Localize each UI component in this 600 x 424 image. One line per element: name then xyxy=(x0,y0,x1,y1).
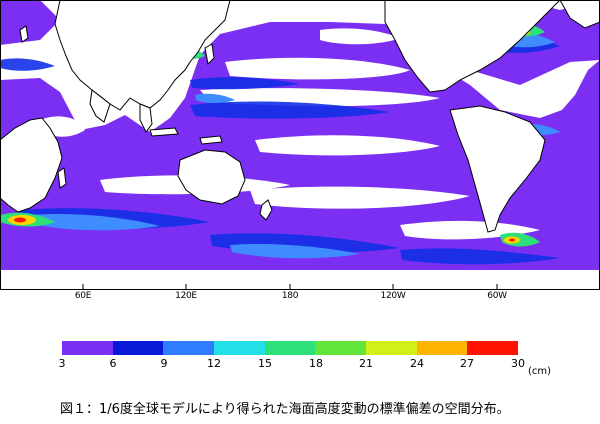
figure-caption: 図１：1/6度全球モデルにより得られた海面高度変動の標準偏差の空間分布。 xyxy=(60,402,510,417)
legend-tick-18: 18 xyxy=(309,357,323,370)
legend-swatch-6 xyxy=(366,341,417,355)
legend-tick-15: 15 xyxy=(258,357,272,370)
new-zealand-landmass xyxy=(259,199,273,221)
legend-swatch-4 xyxy=(264,341,316,355)
legend-tick-3: 3 xyxy=(58,357,66,370)
legend-swatch-5 xyxy=(315,341,367,355)
longitude-tick-marks xyxy=(82,284,498,290)
indochina-landmass xyxy=(139,103,153,133)
legend-tick-24: 24 xyxy=(410,357,424,370)
longitude-label-120e: 120E xyxy=(175,291,197,301)
legend-swatch-7 xyxy=(416,341,468,355)
legend-swatch-1 xyxy=(112,341,164,355)
legend-tick-27: 27 xyxy=(460,357,474,370)
antarctica-landmass xyxy=(0,270,600,290)
uk-landmass xyxy=(19,25,29,43)
legend-tick-6: 6 xyxy=(109,357,117,370)
legend-tick-12: 12 xyxy=(207,357,221,370)
legend-swatch-2 xyxy=(163,341,215,355)
longitude-label-60e: 60E xyxy=(74,291,92,301)
legend-unit-label: (cm) xyxy=(528,366,552,377)
greenland-landmass xyxy=(559,0,600,29)
legend-tick-21: 21 xyxy=(359,357,373,370)
color-legend-bar xyxy=(62,341,519,355)
continents xyxy=(0,0,600,290)
japan-landmass xyxy=(204,43,215,66)
longitude-label-120w: 120W xyxy=(380,291,406,301)
south-america-landmass xyxy=(449,105,546,233)
legend-swatch-8 xyxy=(467,341,519,355)
indonesia-landmass xyxy=(149,127,179,137)
india-landmass xyxy=(89,89,111,123)
north-america-landmass xyxy=(384,0,561,93)
sea-level-variability-map xyxy=(0,0,600,290)
longitude-label-60w: 60W xyxy=(487,291,507,301)
legend-tick-9: 9 xyxy=(160,357,168,370)
africa-landmass xyxy=(0,117,63,213)
longitude-label-180: 180 xyxy=(281,291,299,301)
legend-swatch-3 xyxy=(214,341,265,355)
legend-swatch-0 xyxy=(62,341,113,355)
madagascar-landmass xyxy=(57,167,67,189)
global-ocean-map xyxy=(0,0,600,290)
new-guinea-landmass xyxy=(199,135,223,145)
legend-tick-30: 30 xyxy=(511,357,525,370)
australia-landmass xyxy=(177,149,246,205)
